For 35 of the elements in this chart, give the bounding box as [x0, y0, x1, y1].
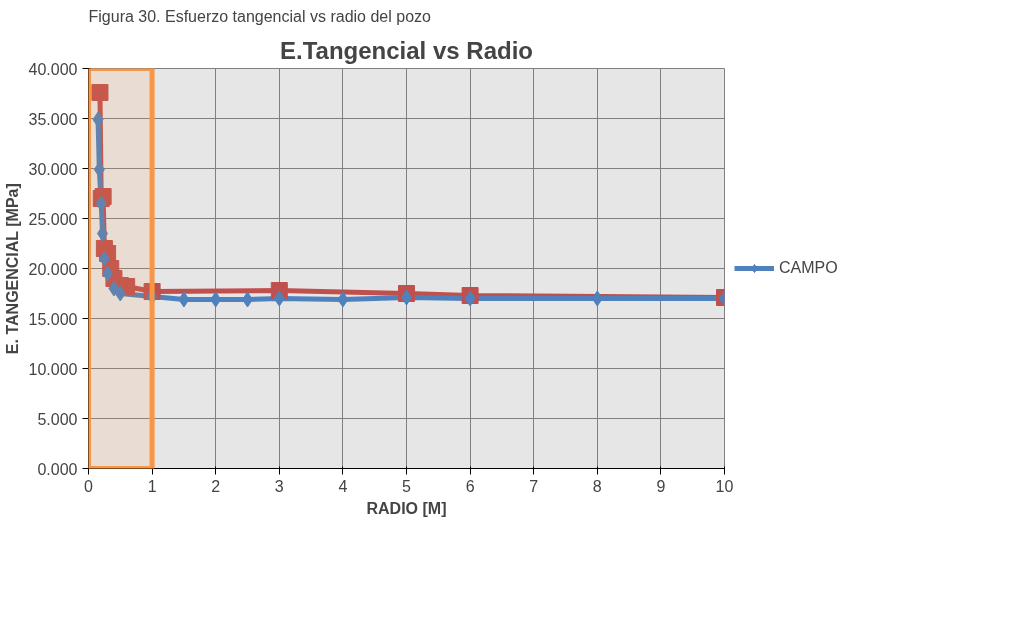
- point: [591, 290, 603, 307]
- text: Figura 30. Esfuerzo tangencial vs radio del pozo: [88, 7, 432, 25]
- chart-title: E.Tangencial vs Radio: [280, 36, 533, 64]
- y-tick-label: 30.000: [28, 160, 78, 178]
- point: [108, 280, 120, 297]
- x-tick-label: 1: [147, 477, 157, 495]
- x-tick-label: 4: [338, 477, 348, 495]
- x-axis-title: RADIO [M]: [366, 499, 447, 517]
- y-tick-label: 35.000: [28, 110, 78, 128]
- x-tick-label: 6: [465, 477, 475, 495]
- y-axis-title: E. TANGENCIAL [MPa]: [3, 183, 21, 355]
- point: [114, 285, 126, 302]
- x-tick-label: 3: [274, 477, 284, 495]
- point: [337, 291, 349, 308]
- point: [98, 250, 110, 267]
- y-tick-label: 5.000: [37, 410, 78, 428]
- point: [210, 291, 222, 308]
- x-tick-label: 0: [84, 477, 94, 495]
- y-tick-label: 40.000: [28, 60, 78, 78]
- point: [91, 84, 109, 101]
- y-tick-label: 15.000: [28, 310, 78, 328]
- x-tick-label: 7: [529, 477, 539, 495]
- y-tick-label: 10.000: [28, 360, 78, 378]
- x-tick-label: 9: [656, 477, 666, 495]
- legend-label: CAMPO: [779, 259, 838, 277]
- point: [178, 291, 190, 308]
- x-tick-label: 2: [211, 477, 221, 495]
- y-tick-label: 20.000: [28, 260, 78, 278]
- x-tick-label: 8: [592, 477, 602, 495]
- point: [102, 265, 114, 282]
- y-tick-label: 25.000: [28, 210, 78, 228]
- point: [273, 290, 285, 307]
- x-tick-label: 10: [715, 477, 734, 495]
- y-tick-label: 0.000: [37, 460, 78, 478]
- x-tick-label: 5: [402, 477, 412, 495]
